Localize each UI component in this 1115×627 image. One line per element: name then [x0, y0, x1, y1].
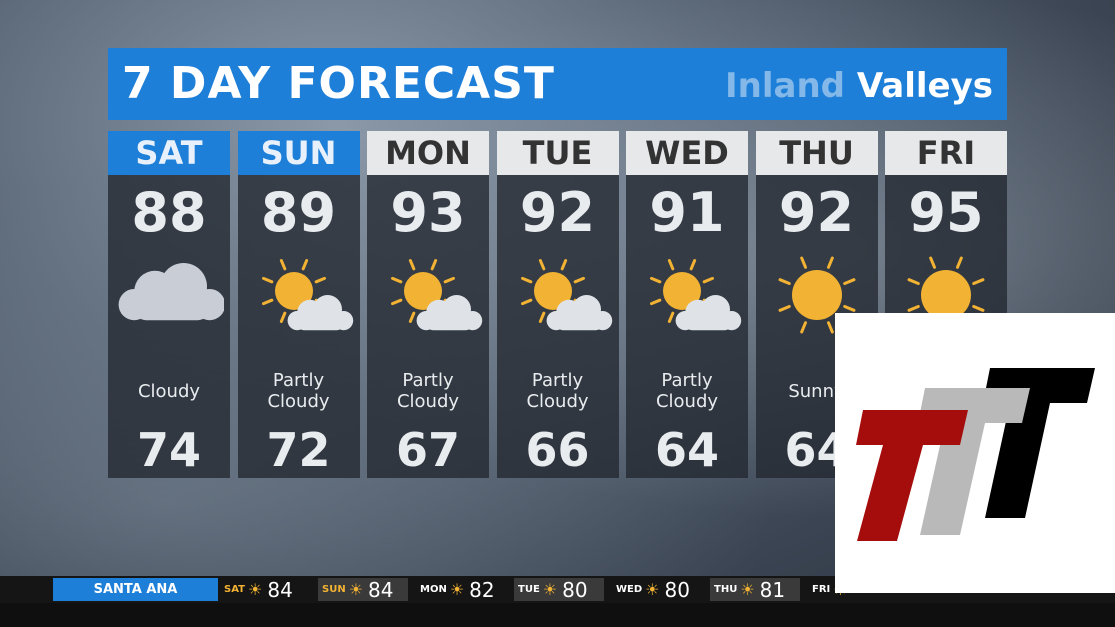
condition-line: Partly	[531, 370, 584, 391]
sun-icon: ☀	[348, 580, 364, 599]
region-faded: Inland	[724, 66, 845, 106]
ticker-day: MON	[420, 584, 447, 595]
low-temp: 64	[654, 423, 719, 477]
partly-cloudy-icon	[391, 259, 483, 331]
day-column-sun: SUN 89 Partly Cloudy 72	[237, 131, 360, 478]
ticker-item-sat: SAT ☀ 84	[220, 577, 310, 602]
high-temp: 88	[131, 181, 207, 244]
day-label: WED	[626, 131, 748, 175]
high-temp: 95	[908, 181, 984, 244]
condition: Partly Cloudy	[367, 370, 489, 412]
forecast-title: 7 DAY FORECAST	[122, 58, 555, 109]
day-column-sat: SAT 88 Cloudy 74	[108, 131, 230, 478]
ticker-item-tue: TUE ☀ 80	[514, 577, 604, 602]
condition-line: Cloudy	[137, 380, 201, 402]
condition: Partly Cloudy	[238, 370, 360, 412]
day-panel: 93 Partly Cloudy 67	[367, 175, 489, 478]
bottom-bar	[0, 603, 1115, 627]
partly-cloudy-icon	[520, 259, 612, 331]
ticker-temp: 84	[368, 577, 394, 602]
condition-line: Cloudy	[396, 391, 460, 412]
day-column-mon: MON 93 Partly Cloudy 67	[367, 131, 489, 478]
day-label: THU	[755, 131, 878, 175]
ticker-day: SAT	[224, 584, 245, 595]
ticker-item-sun: SUN ☀ 84	[318, 577, 408, 602]
ticker-day: TUE	[518, 584, 540, 595]
ttt-logo-icon	[856, 368, 1095, 541]
sun-icon	[778, 256, 855, 334]
high-temp: 93	[390, 181, 466, 244]
day-label: MON	[367, 131, 489, 175]
ticker-day: SUN	[322, 584, 346, 595]
sun-icon: ☀	[449, 580, 465, 599]
day-column-tue: TUE 92 Partly Cloudy 66	[496, 131, 619, 478]
day-panel: 92 Partly Cloudy 66	[496, 175, 619, 478]
ticker-day: FRI	[812, 584, 831, 595]
day-panel: 88 Cloudy 74	[108, 175, 230, 478]
high-temp: 91	[649, 181, 725, 244]
day-panel: 91 Partly Cloudy 64	[626, 175, 748, 478]
day-label: FRI	[885, 131, 1007, 175]
condition: Sunny	[756, 370, 878, 412]
condition: Partly Cloudy	[497, 370, 619, 412]
ticker-item-mon: MON ☀ 82	[416, 577, 506, 602]
low-temp: 72	[266, 423, 331, 477]
condition-line: Partly	[272, 370, 325, 391]
sun-icon: ☀	[645, 580, 660, 599]
sun-icon: ☀	[542, 580, 558, 599]
condition: Cloudy	[108, 370, 230, 412]
ticker-temp: 82	[469, 577, 495, 602]
condition-line: Partly	[402, 370, 454, 391]
ticker-item-wed: WED ☀ 80	[612, 577, 702, 602]
condition-line: Cloudy	[526, 391, 589, 412]
condition-line: Sunny	[788, 380, 845, 402]
ticker-city: SANTA ANA	[53, 578, 218, 601]
day-panel: 89 Partly Cloudy 72	[237, 175, 360, 478]
day-label: SAT	[108, 131, 230, 175]
ticker-bar: SANTA ANA SAT ☀ 84 SUN ☀ 84 MON ☀ 82 TUE ☀ 80 WED ☀ 80…	[0, 576, 1115, 603]
day-column-wed: WED 91 Partly Cloudy 64	[626, 131, 748, 478]
day-label: TUE	[496, 131, 619, 175]
high-temp: 92	[519, 181, 596, 244]
partly-cloudy-icon	[650, 259, 742, 331]
sun-icon: ☀	[740, 580, 755, 599]
ticker-temp: 80	[562, 577, 588, 602]
high-temp: 92	[778, 181, 855, 244]
condition-line: Cloudy	[267, 391, 330, 412]
ticker-day: THU	[714, 584, 738, 595]
channel-logo	[835, 313, 1115, 593]
condition: Partly Cloudy	[626, 370, 748, 412]
partly-cloudy-icon	[261, 259, 353, 331]
region-label: Inland Valleys	[725, 66, 993, 106]
low-temp: 74	[136, 423, 201, 477]
region-name: Valleys	[856, 66, 993, 106]
ticker-day: WED	[616, 584, 643, 595]
day-label: SUN	[237, 131, 360, 175]
condition-line: Cloudy	[655, 391, 719, 412]
ticker-temp: 80	[664, 577, 690, 602]
low-temp: 67	[395, 423, 460, 477]
ticker-temp: 84	[267, 577, 293, 602]
forecast-header: 7 DAY FORECAST Inland Valleys	[108, 48, 1007, 120]
condition-line: Partly	[661, 370, 713, 391]
sun-icon: ☀	[248, 580, 263, 599]
cloud-icon	[118, 263, 224, 321]
ticker-temp: 81	[759, 577, 786, 602]
high-temp: 89	[260, 181, 337, 244]
low-temp: 66	[525, 423, 590, 477]
ticker-item-thu: THU ☀ 81	[710, 577, 800, 602]
